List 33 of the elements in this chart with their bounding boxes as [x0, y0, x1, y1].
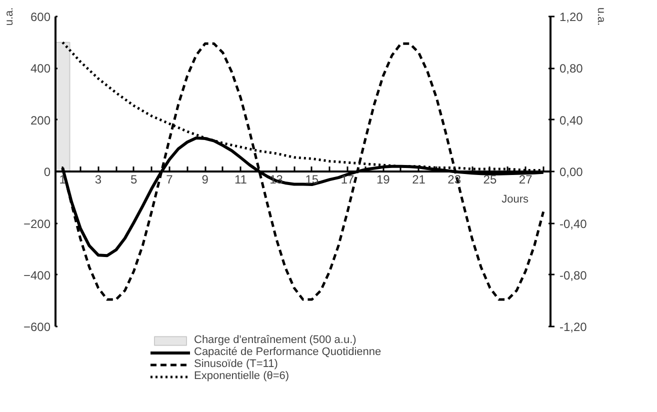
x-tick-label: 19 — [376, 172, 390, 187]
x-tick-label: 11 — [234, 172, 248, 187]
y-tick-label: 400 — [30, 62, 51, 76]
legend-label: Capacité de Performance Quotidienne — [194, 346, 382, 358]
x-tick-label: 21 — [412, 172, 426, 187]
y2-tick-label: 1,20 — [560, 10, 584, 24]
y-axis-title: u.a. — [3, 7, 16, 26]
x-tick-label: 17 — [340, 172, 355, 187]
y2-tick-label: 0,80 — [560, 62, 584, 76]
y2-axis-title: u.a. — [594, 7, 607, 26]
x-tick-label: 15 — [305, 172, 319, 187]
y-tick-label: 0 — [44, 165, 51, 180]
y-tick-label: −600 — [23, 320, 51, 334]
y-tick-label: −400 — [23, 268, 51, 282]
x-tick-label: 5 — [130, 172, 138, 187]
x-tick-label: 13 — [270, 172, 284, 187]
legend-label: Exponentielle (θ=6) — [194, 370, 290, 382]
x-tick-label: 9 — [202, 172, 209, 187]
x-axis-title: Jours — [502, 194, 529, 206]
y-tick-label: −200 — [23, 216, 51, 231]
x-tick-label: 27 — [518, 172, 533, 187]
y2-tick-label: -0,80 — [560, 268, 588, 282]
y2-tick-label: 0,00 — [560, 165, 584, 180]
x-tick-label: 25 — [483, 172, 497, 187]
y-tick-label: 600 — [30, 10, 51, 24]
legend-label: Sinusoïde (T=11) — [194, 358, 278, 370]
y2-tick-label: -1,20 — [560, 320, 588, 334]
y-tick-label: 200 — [30, 113, 51, 128]
y2-tick-label: 0,40 — [560, 113, 584, 128]
y2-tick-label: -0,40 — [560, 216, 588, 231]
legend-label: Charge d'entraînement (500 a.u.) — [194, 334, 356, 346]
x-tick-label: 3 — [94, 172, 102, 187]
x-tick-label: 7 — [166, 172, 174, 187]
